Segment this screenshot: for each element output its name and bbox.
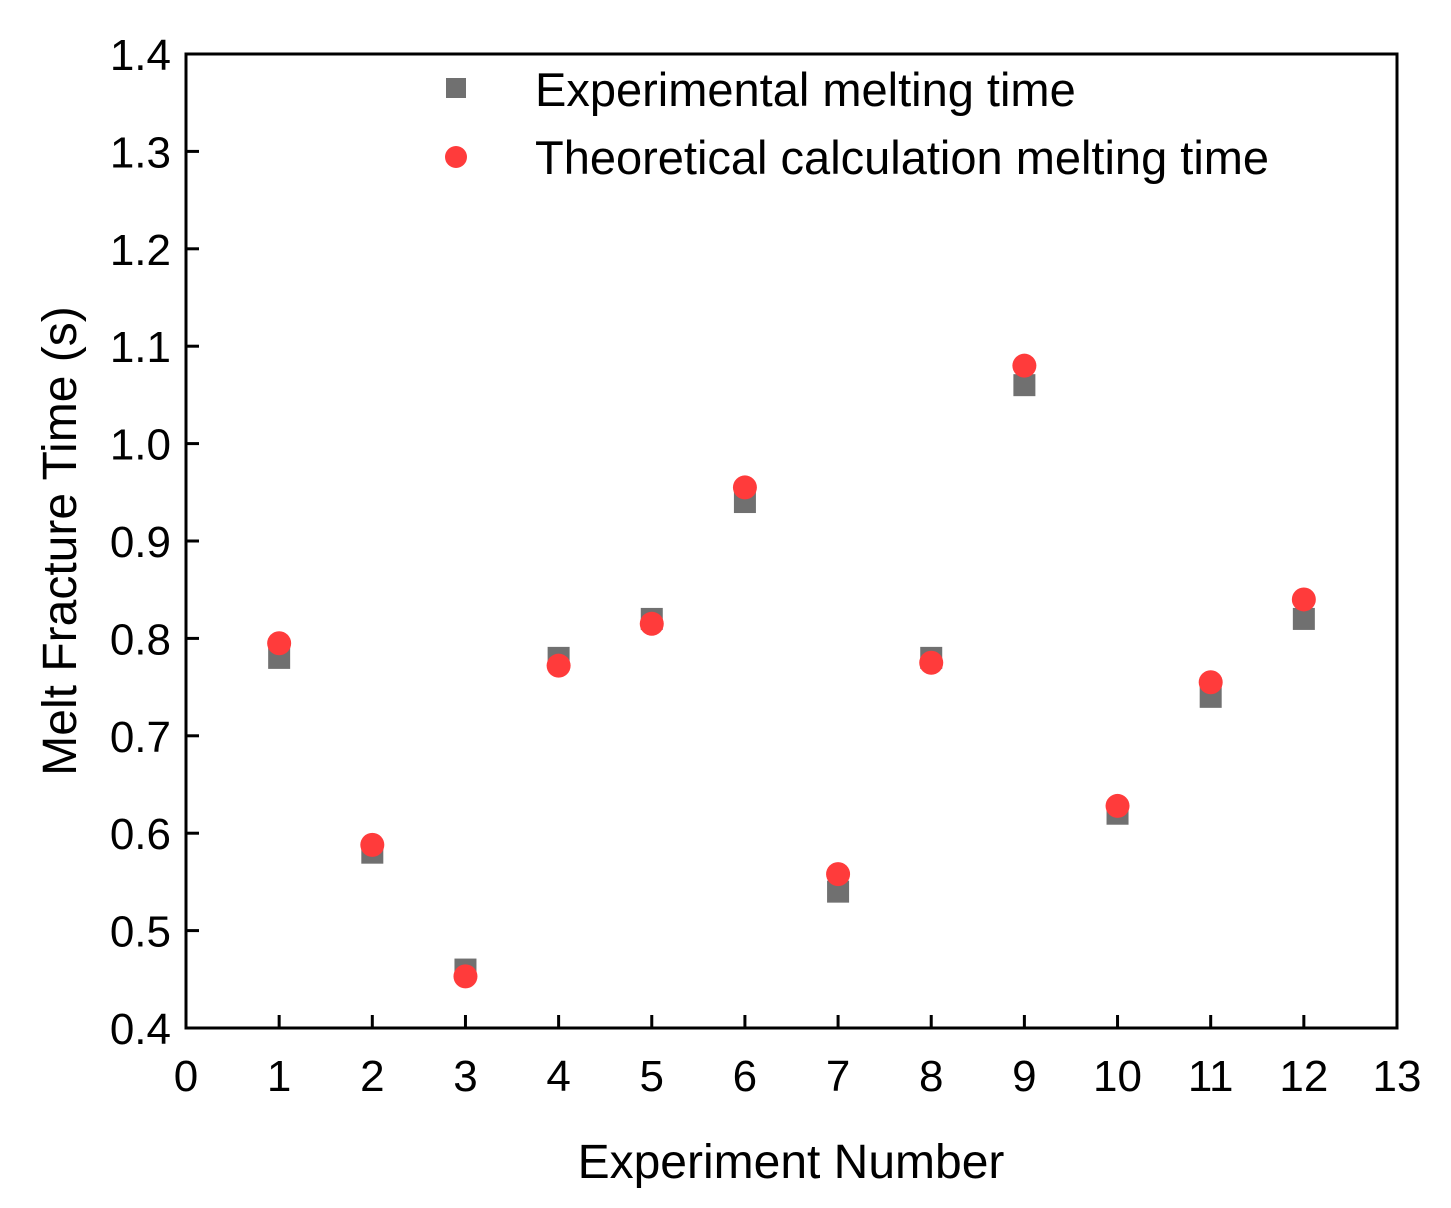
x-tick-label-10: 10 xyxy=(1093,1052,1142,1101)
theoretical-point-10 xyxy=(1105,793,1130,818)
theoretical-point-11 xyxy=(1198,670,1223,695)
x-tick-label-6: 6 xyxy=(733,1052,757,1101)
x-tick-label-3: 3 xyxy=(453,1052,477,1101)
y-tick-label-8: 1.2 xyxy=(110,226,171,275)
y-axis-ticks: 0.4 0.5 0.6 0.7 0.8 0.9 1.0 1.1 1.2 1.3 1.4 xyxy=(110,31,199,1054)
y-tick-label-1: 0.5 xyxy=(110,908,171,957)
legend-label-experimental: Experimental melting time xyxy=(535,63,1076,116)
theoretical-point-8 xyxy=(919,650,944,675)
theoretical-point-4 xyxy=(546,653,571,678)
theoretical-point-9 xyxy=(1012,353,1037,378)
x-tick-label-1: 1 xyxy=(267,1052,291,1101)
theoretical-point-3 xyxy=(453,964,478,989)
x-tick-label-9: 9 xyxy=(1012,1052,1036,1101)
experimental-point-9 xyxy=(1013,374,1036,397)
legend: Experimental melting time Theoretical ca… xyxy=(445,63,1269,184)
legend-label-theoretical: Theoretical calculation melting time xyxy=(535,131,1269,184)
theoretical-point-6 xyxy=(732,475,757,500)
x-tick-label-0: 0 xyxy=(174,1052,198,1101)
y-tick-label-3: 0.7 xyxy=(110,713,171,762)
y-tick-label-4: 0.8 xyxy=(110,615,171,664)
theoretical-point-2 xyxy=(360,832,385,857)
x-tick-label-5: 5 xyxy=(640,1052,664,1101)
theoretical-point-5 xyxy=(639,611,664,636)
y-tick-label-2: 0.6 xyxy=(110,810,171,859)
x-tick-label-7: 7 xyxy=(826,1052,850,1101)
x-axis-title: Experiment Number xyxy=(578,1136,1005,1189)
y-tick-label-10: 1.4 xyxy=(110,31,171,80)
theoretical-point-12 xyxy=(1291,587,1316,612)
experimental-point-12 xyxy=(1292,607,1315,630)
x-tick-label-11: 11 xyxy=(1188,1052,1234,1101)
x-tick-label-12: 12 xyxy=(1279,1052,1328,1101)
theoretical-point-1 xyxy=(267,631,292,656)
x-axis-ticks: 0 1 2 3 4 5 6 7 8 9 10 11 12 13 xyxy=(174,1015,1422,1101)
data-markers xyxy=(267,353,1316,989)
x-tick-label-4: 4 xyxy=(546,1052,570,1101)
y-tick-label-7: 1.1 xyxy=(110,323,171,372)
x-tick-label-13: 13 xyxy=(1373,1052,1422,1101)
legend-marker-theoretical xyxy=(445,146,467,168)
y-tick-label-0: 0.4 xyxy=(110,1005,171,1054)
y-axis-title: Melt Fracture Time (s) xyxy=(34,306,87,775)
y-tick-label-9: 1.3 xyxy=(110,128,171,177)
plot-area xyxy=(184,52,1399,1030)
x-tick-label-2: 2 xyxy=(360,1052,384,1101)
x-tick-label-8: 8 xyxy=(919,1052,943,1101)
theoretical-point-7 xyxy=(826,862,851,887)
y-tick-label-6: 1.0 xyxy=(110,421,171,470)
experimental-point-7 xyxy=(827,880,850,903)
plot-frame xyxy=(184,52,1399,1030)
legend-marker-experimental xyxy=(446,78,466,98)
y-tick-label-5: 0.9 xyxy=(110,518,171,567)
